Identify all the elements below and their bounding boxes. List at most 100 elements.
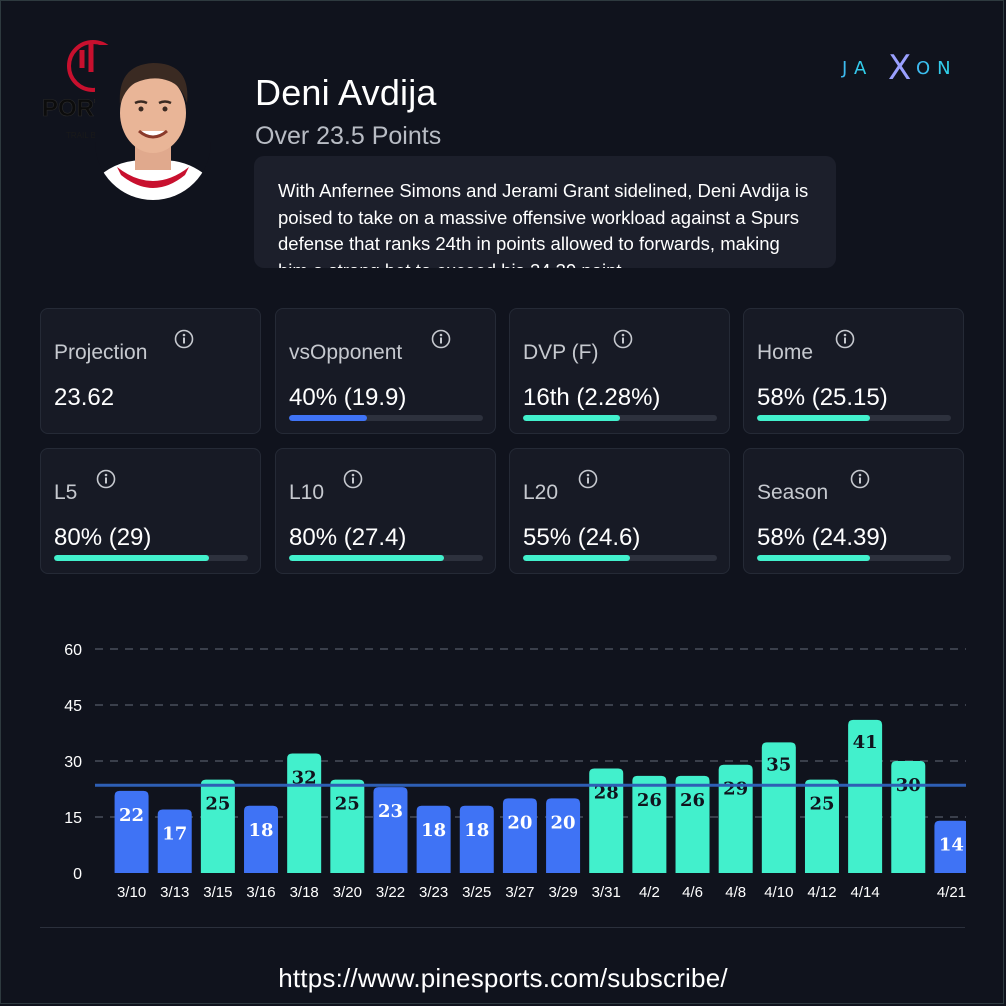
stat-card-projection: Projection 23.62 <box>40 308 261 434</box>
bar-value-label: 14 <box>939 835 964 856</box>
x-tick-label: 3/23 <box>419 884 448 901</box>
x-tick-label: 4/10 <box>764 884 793 901</box>
analysis-box[interactable]: With Anfernee Simons and Jerami Grant si… <box>254 156 836 268</box>
bar-value-label: 18 <box>464 820 489 841</box>
x-tick-label: 3/15 <box>203 884 232 901</box>
bar[interactable] <box>675 775 710 873</box>
x-tick-label: 4/8 <box>725 884 746 901</box>
stat-card-l5: L5 80% (29) <box>40 448 261 574</box>
brand-text-left: JA <box>841 58 873 79</box>
x-tick-label: 3/31 <box>592 884 621 901</box>
bar[interactable] <box>502 798 537 873</box>
stat-value: 23.62 <box>54 384 115 411</box>
stat-label: vsOpponent <box>289 341 403 364</box>
stat-label: L5 <box>54 481 78 504</box>
stat-value: 58% (25.15) <box>757 384 888 411</box>
stat-label: L20 <box>523 481 559 504</box>
brand-text-mid: X <box>888 50 911 84</box>
bar-value-label: 26 <box>680 790 705 811</box>
x-tick-label: 4/2 <box>639 884 660 901</box>
bar[interactable] <box>330 779 365 873</box>
stat-bar-fill <box>523 555 630 561</box>
stat-bar-fill <box>289 555 445 561</box>
info-icon[interactable] <box>174 329 194 349</box>
info-icon[interactable] <box>431 329 451 349</box>
info-icon[interactable] <box>835 329 855 349</box>
stat-bar-track <box>523 555 717 561</box>
bar[interactable] <box>114 790 149 873</box>
bar[interactable] <box>718 764 753 873</box>
x-tick-label: 4/12 <box>807 884 836 901</box>
info-icon[interactable] <box>850 469 870 489</box>
bar[interactable] <box>891 761 926 873</box>
stat-bar-fill <box>523 415 620 421</box>
bar-value-label: 25 <box>809 794 834 815</box>
stat-label: Season <box>757 481 829 504</box>
stat-value: 58% (24.39) <box>757 524 888 551</box>
stat-label: DVP (F) <box>523 341 599 364</box>
stat-bar-track <box>523 415 717 421</box>
bar[interactable] <box>459 805 494 873</box>
info-icon[interactable] <box>578 469 598 489</box>
bar-value-label: 29 <box>723 779 748 800</box>
x-tick-label: 4/6 <box>682 884 703 901</box>
bar-value-label: 35 <box>766 754 791 775</box>
bar-value-label: 17 <box>162 824 187 845</box>
bar[interactable] <box>373 787 408 873</box>
stat-label: Projection <box>54 341 148 364</box>
stat-value: 80% (27.4) <box>289 524 407 551</box>
x-tick-label: 3/29 <box>548 884 577 901</box>
x-tick-label: 3/27 <box>505 884 534 901</box>
stat-value: 80% (29) <box>54 524 152 551</box>
bar[interactable] <box>848 719 883 873</box>
stat-bar-track <box>289 555 483 561</box>
y-tick-label: 60 <box>64 642 82 659</box>
player-headshot <box>95 45 211 200</box>
footer-url[interactable]: https://www.pinesports.com/subscribe/ <box>278 963 728 993</box>
x-tick-label: 3/20 <box>333 884 362 901</box>
bar[interactable] <box>200 779 235 873</box>
y-tick-label: 45 <box>64 698 82 715</box>
analysis-text: With Anfernee Simons and Jerami Grant si… <box>278 180 809 268</box>
bar[interactable] <box>546 798 581 873</box>
brand-logo: JA X ON <box>841 50 958 84</box>
stat-bar-track <box>289 415 483 421</box>
bar-value-label: 22 <box>119 805 144 826</box>
bar-value-label: 18 <box>421 820 446 841</box>
x-tick-label: 3/22 <box>376 884 405 901</box>
x-tick-label: 3/16 <box>246 884 275 901</box>
bar-value-label: 41 <box>853 732 878 753</box>
footer-divider <box>40 927 965 928</box>
player-avatar-group: PORTLAND TRAIL BLAZERS <box>38 38 211 203</box>
y-tick-label: 30 <box>64 754 82 771</box>
stat-value: 16th (2.28%) <box>523 384 661 411</box>
info-icon[interactable] <box>96 469 116 489</box>
x-tick-label: 3/10 <box>117 884 146 901</box>
bar-value-label: 20 <box>507 812 532 833</box>
x-tick-label: 4/21 <box>937 884 966 901</box>
game-log-chart-svg: 0 15 30 45 60 22 3/10 17 3/13 25 3/15 18 3/16 32 3/18 2… <box>64 642 966 901</box>
player-name: Deni Avdija <box>255 72 437 113</box>
game-log-chart: 0 15 30 45 60 22 3/10 17 3/13 25 3/15 18 3/16 32 3/18 2… <box>40 630 966 910</box>
bar[interactable] <box>761 742 796 873</box>
brand-text-right: ON <box>916 58 958 79</box>
bar[interactable] <box>157 809 192 873</box>
bar[interactable] <box>632 775 667 873</box>
stat-card-l10: L10 80% (27.4) <box>275 448 496 574</box>
bar[interactable] <box>416 805 451 873</box>
bar[interactable] <box>934 820 966 873</box>
bar[interactable] <box>244 805 279 873</box>
bar[interactable] <box>589 768 624 873</box>
stat-bar-fill <box>757 415 870 421</box>
bar-value-label: 28 <box>594 782 619 803</box>
bar[interactable] <box>287 753 322 873</box>
stat-value: 40% (19.9) <box>289 384 407 411</box>
bar[interactable] <box>804 779 839 873</box>
info-icon[interactable] <box>343 469 363 489</box>
info-icon[interactable] <box>613 329 633 349</box>
stat-card-l20: L20 55% (24.6) <box>509 448 730 574</box>
stat-card-dvp: DVP (F) 16th (2.28%) <box>509 308 730 434</box>
prop-line: Over 23.5 Points <box>255 122 442 150</box>
stat-value: 55% (24.6) <box>523 524 641 551</box>
